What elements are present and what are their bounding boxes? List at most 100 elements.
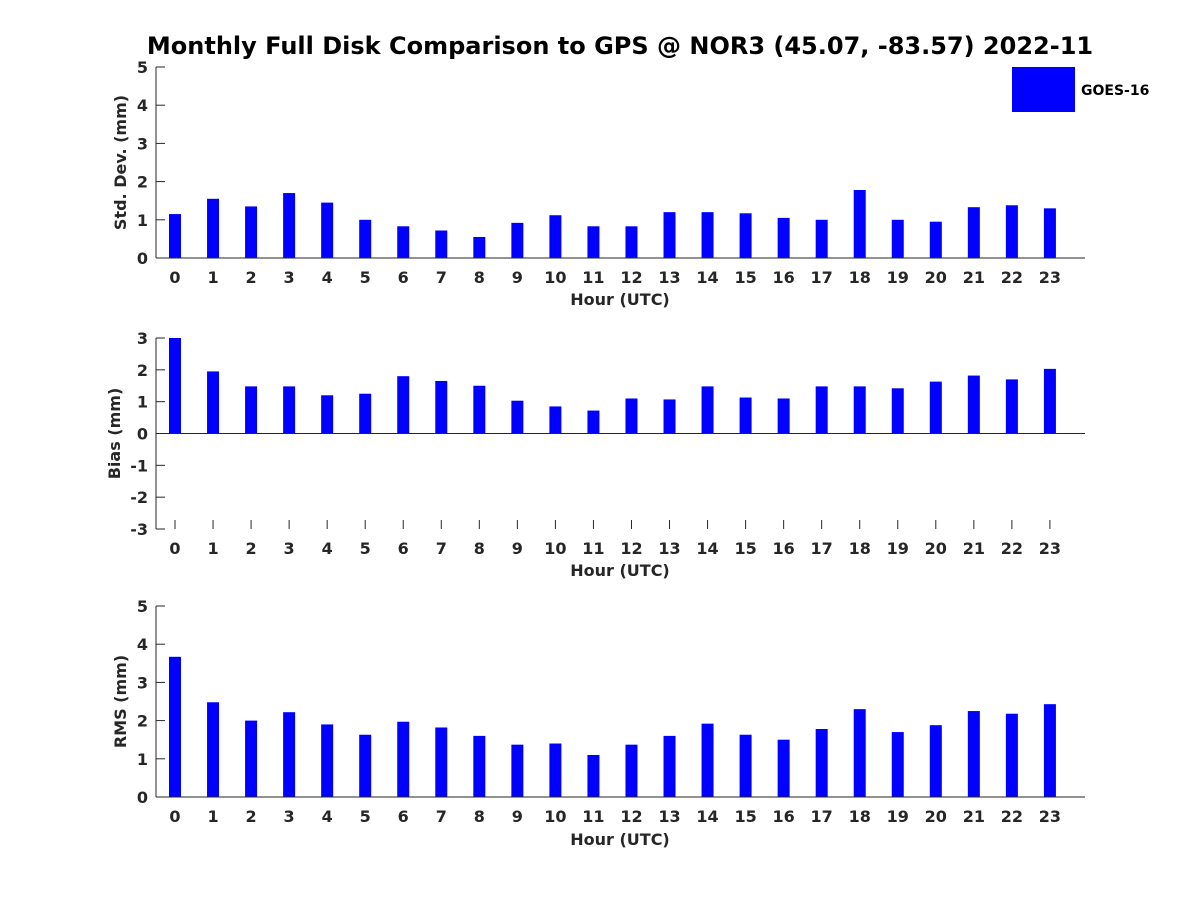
bar — [359, 734, 372, 797]
bar — [625, 226, 638, 258]
x-tick-label: 19 — [887, 807, 909, 826]
bar — [1043, 368, 1056, 434]
bar — [283, 386, 296, 434]
bar — [777, 739, 790, 797]
chart-title: Monthly Full Disk Comparison to GPS @ NO… — [147, 32, 1093, 60]
y-tick-label: 0 — [137, 788, 148, 807]
x-axis-label: Hour (UTC) — [570, 830, 670, 849]
bar — [397, 721, 410, 797]
x-tick-label: 13 — [658, 539, 680, 558]
bar — [473, 735, 486, 797]
y-tick-label: 0 — [137, 249, 148, 268]
y-tick-label: 3 — [137, 329, 148, 348]
x-tick-label: 16 — [773, 539, 795, 558]
x-tick-label: 23 — [1039, 268, 1061, 287]
x-tick-label: 22 — [1001, 539, 1023, 558]
x-tick-label: 16 — [773, 807, 795, 826]
x-tick-label: 13 — [658, 807, 680, 826]
y-tick-label: 4 — [137, 635, 148, 654]
bar — [739, 734, 752, 797]
x-tick-label: 10 — [544, 539, 566, 558]
x-axis-label: Hour (UTC) — [570, 561, 670, 580]
y-tick-label: 2 — [137, 361, 148, 380]
bar — [207, 198, 220, 258]
bar — [929, 381, 942, 434]
legend-swatch — [1012, 67, 1075, 112]
y-axis-label: Bias (mm) — [105, 388, 124, 480]
x-tick-label: 17 — [811, 539, 833, 558]
bar — [663, 212, 676, 258]
x-tick-label: 3 — [284, 539, 295, 558]
bar — [473, 385, 486, 434]
x-tick-label: 9 — [512, 807, 523, 826]
bar — [511, 400, 524, 434]
x-tick-label: 11 — [582, 268, 604, 287]
legend: GOES-16 — [1012, 67, 1149, 112]
x-tick-label: 8 — [474, 807, 485, 826]
x-tick-label: 18 — [849, 268, 871, 287]
x-tick-label: 21 — [963, 807, 985, 826]
x-tick-label: 18 — [849, 539, 871, 558]
y-axis-label: Std. Dev. (mm) — [111, 95, 130, 230]
y-tick-label: 5 — [137, 597, 148, 616]
bar — [663, 735, 676, 797]
y-tick-label: 3 — [137, 673, 148, 692]
y-tick-label: -3 — [130, 520, 148, 539]
x-tick-label: 19 — [887, 268, 909, 287]
x-tick-label: 10 — [544, 268, 566, 287]
x-tick-label: 2 — [246, 539, 257, 558]
bar — [169, 214, 181, 258]
x-tick-label: 17 — [811, 268, 833, 287]
bar — [777, 217, 790, 258]
y-tick-label: 1 — [137, 211, 148, 230]
x-tick-label: 5 — [360, 807, 371, 826]
y-tick-label: 5 — [137, 58, 148, 77]
y-tick-label: -2 — [130, 488, 148, 507]
x-tick-label: 7 — [436, 539, 447, 558]
bar — [169, 656, 181, 797]
bar — [625, 744, 638, 797]
bar — [549, 215, 562, 258]
x-tick-label: 14 — [696, 539, 718, 558]
x-tick-label: 17 — [811, 807, 833, 826]
bar — [283, 193, 296, 258]
x-tick-label: 1 — [207, 539, 218, 558]
x-tick-label: 23 — [1039, 539, 1061, 558]
bar — [207, 371, 220, 434]
y-tick-label: 1 — [137, 393, 148, 412]
x-tick-label: 3 — [284, 268, 295, 287]
x-tick-label: 9 — [512, 268, 523, 287]
bar — [1043, 704, 1056, 797]
y-tick-label: 2 — [137, 712, 148, 731]
bar — [321, 202, 334, 258]
bar — [701, 212, 714, 258]
bar — [967, 207, 980, 258]
x-tick-label: 7 — [436, 268, 447, 287]
bar — [967, 711, 980, 797]
bar — [663, 399, 676, 434]
x-tick-label: 4 — [322, 539, 333, 558]
bar — [967, 375, 980, 434]
bar — [245, 720, 258, 797]
x-tick-label: 21 — [963, 539, 985, 558]
x-tick-label: 16 — [773, 268, 795, 287]
x-tick-label: 8 — [474, 268, 485, 287]
bar — [701, 386, 714, 434]
x-tick-label: 5 — [360, 539, 371, 558]
x-tick-label: 6 — [398, 539, 409, 558]
y-tick-label: 1 — [137, 750, 148, 769]
bar — [929, 221, 942, 258]
x-tick-label: 14 — [696, 268, 718, 287]
bar — [587, 410, 600, 434]
x-tick-label: 6 — [398, 807, 409, 826]
x-tick-label: 12 — [620, 539, 642, 558]
bar — [245, 206, 258, 258]
bar — [435, 727, 448, 797]
x-tick-label: 9 — [512, 539, 523, 558]
x-tick-label: 2 — [246, 807, 257, 826]
x-tick-label: 21 — [963, 268, 985, 287]
bar — [625, 398, 638, 434]
